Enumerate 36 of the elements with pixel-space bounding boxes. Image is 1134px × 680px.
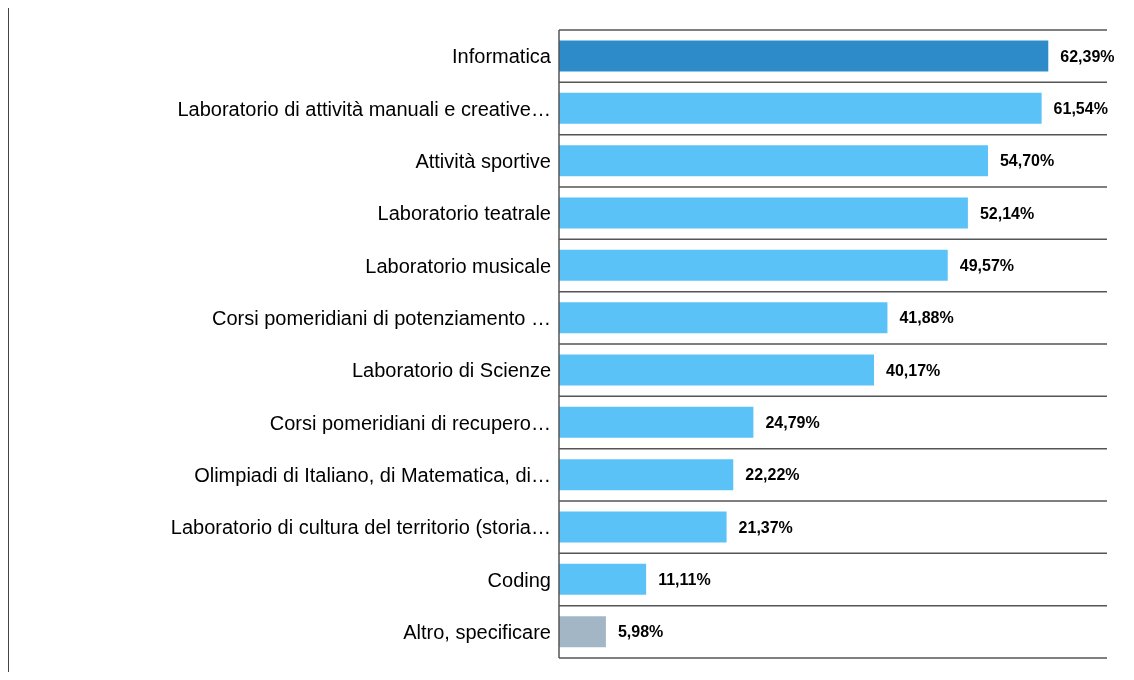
y-tick-label: Altro, specificare [403,620,551,643]
data-label: 41,88% [899,309,954,327]
bar [559,563,647,595]
data-label: 5,98% [617,623,664,641]
bar [559,302,888,334]
data-label: 52,14% [979,204,1035,222]
bar [559,511,727,543]
bar [559,459,734,491]
bar [559,92,1042,124]
y-tick-label: Laboratorio teatrale [377,202,551,225]
data-label: 49,57% [959,256,1015,274]
data-label: 24,79% [765,413,820,431]
bar [559,406,754,438]
bar [559,354,875,386]
y-tick-label: Attività sportive [415,149,551,172]
data-label: 40,17% [886,361,941,379]
y-tick-label: Corsi pomeridiani di recupero… [269,411,551,434]
data-label: 11,11% [658,570,711,588]
bar [559,197,968,229]
data-label: 54,70% [999,152,1055,170]
bar [559,616,606,648]
data-label: 62,39% [1060,47,1115,65]
bar [559,249,948,281]
y-tick-label: Olimpiadi di Italiano, di Matematica, di… [194,463,551,486]
y-tick-label: Laboratorio di attività manuali e creative… [177,97,551,120]
y-tick-label: Informatica [452,45,552,68]
y-tick-label: Laboratorio di Scienze [351,359,551,382]
y-tick-label: Coding [487,568,551,591]
bar [559,40,1049,72]
bar [559,145,988,177]
data-label: 21,37% [738,518,793,536]
y-tick-label: Laboratorio di cultura del territorio (storia… [170,516,551,539]
data-label: 61,54% [1053,99,1108,117]
y-tick-label: Laboratorio musicale [365,254,551,277]
data-label: 22,22% [745,466,800,484]
y-tick-label: Corsi pomeridiani di potenziamento … [211,306,551,329]
